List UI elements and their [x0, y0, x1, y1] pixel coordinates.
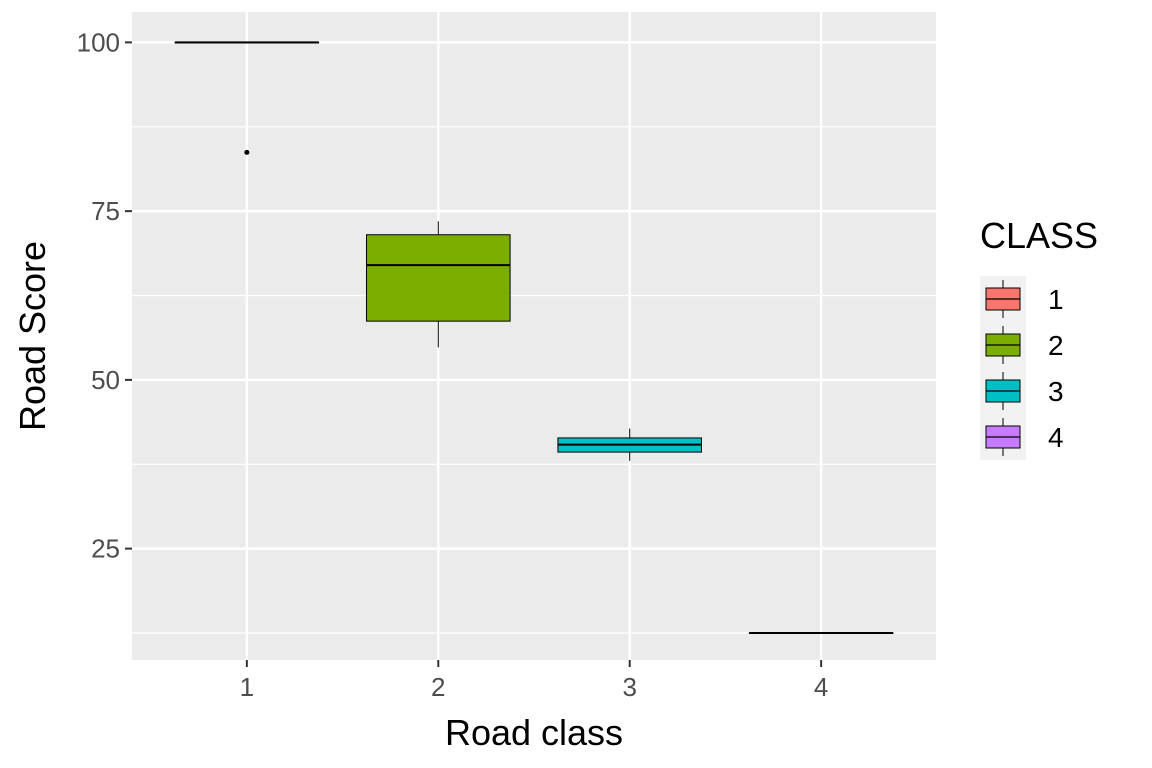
boxes — [174, 41, 894, 634]
box-iqr — [366, 234, 511, 322]
legend-label: 4 — [1048, 422, 1064, 453]
y-tick-label: 50 — [91, 365, 120, 395]
box-class-2 — [366, 221, 511, 348]
legend-label: 3 — [1048, 376, 1064, 407]
x-tick-label: 1 — [240, 672, 254, 702]
x-tick-label: 4 — [814, 672, 828, 702]
x-tick-label: 3 — [622, 672, 636, 702]
y-axis: 25 50 75 100 — [77, 27, 132, 564]
legend-item-4: 4 — [985, 418, 1064, 456]
x-axis-title: Road class — [445, 712, 623, 753]
legend-item-3: 3 — [985, 372, 1064, 410]
box-class-3 — [557, 428, 703, 461]
box-class-4 — [748, 632, 894, 634]
x-tick-label: 2 — [431, 672, 445, 702]
legend-item-2: 2 — [985, 326, 1064, 364]
plot-panel — [132, 12, 936, 660]
outlier-point — [244, 149, 250, 155]
grid-major — [132, 12, 936, 660]
y-tick-label: 100 — [77, 27, 120, 57]
legend-title: CLASS — [980, 215, 1098, 256]
legend-label: 2 — [1048, 330, 1064, 361]
legend-label: 1 — [1048, 284, 1064, 315]
y-axis-title: Road Score — [12, 241, 53, 431]
box-class-1 — [174, 41, 320, 155]
y-tick-label: 25 — [91, 534, 120, 564]
legend: CLASS 1 2 3 4 — [980, 215, 1098, 460]
legend-item-1: 1 — [985, 280, 1064, 318]
x-axis: 1 2 3 4 — [240, 660, 828, 702]
y-tick-label: 75 — [91, 196, 120, 226]
